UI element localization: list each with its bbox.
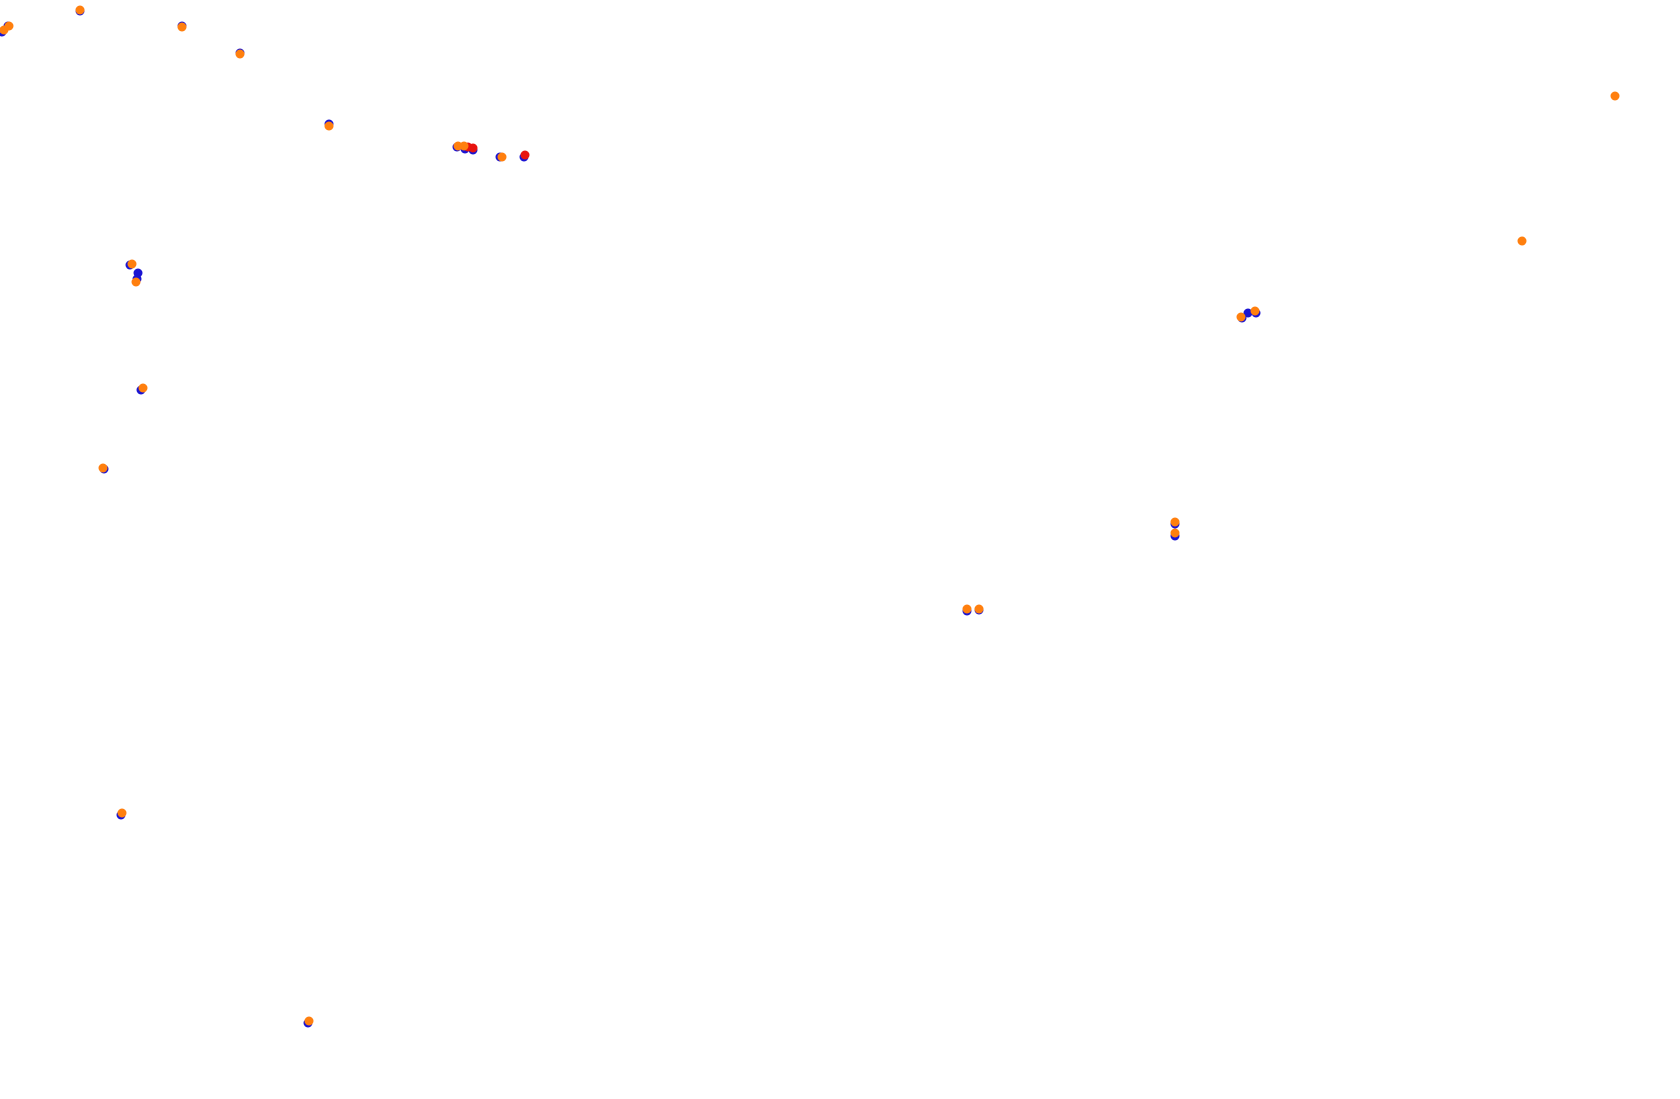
point-s2-12 [98, 463, 108, 473]
point-s2-22 [1610, 91, 1620, 101]
point-s2-8 [497, 152, 507, 162]
point-s1-1 [468, 143, 478, 153]
point-s2-10 [131, 277, 141, 287]
point-s2-13 [117, 808, 127, 818]
point-s1-2 [520, 150, 530, 160]
point-s2-18 [1170, 528, 1180, 538]
point-s2-20 [1250, 306, 1260, 316]
point-s2-17 [1170, 517, 1180, 527]
point-s0-23 [1243, 308, 1253, 318]
point-s2-4 [235, 49, 245, 59]
point-s2-3 [177, 22, 187, 32]
point-s2-7 [459, 141, 469, 151]
point-s2-21 [1517, 236, 1527, 246]
point-s2-16 [974, 604, 984, 614]
point-s2-5 [324, 121, 334, 131]
point-s2-14 [304, 1016, 314, 1026]
point-s2-1 [4, 21, 14, 31]
point-s2-19 [1236, 312, 1246, 322]
data-points [0, 5, 1620, 1028]
point-s2-15 [962, 604, 972, 614]
point-s2-11 [138, 383, 148, 393]
point-s2-9 [127, 259, 137, 269]
point-s2-2 [75, 5, 85, 15]
